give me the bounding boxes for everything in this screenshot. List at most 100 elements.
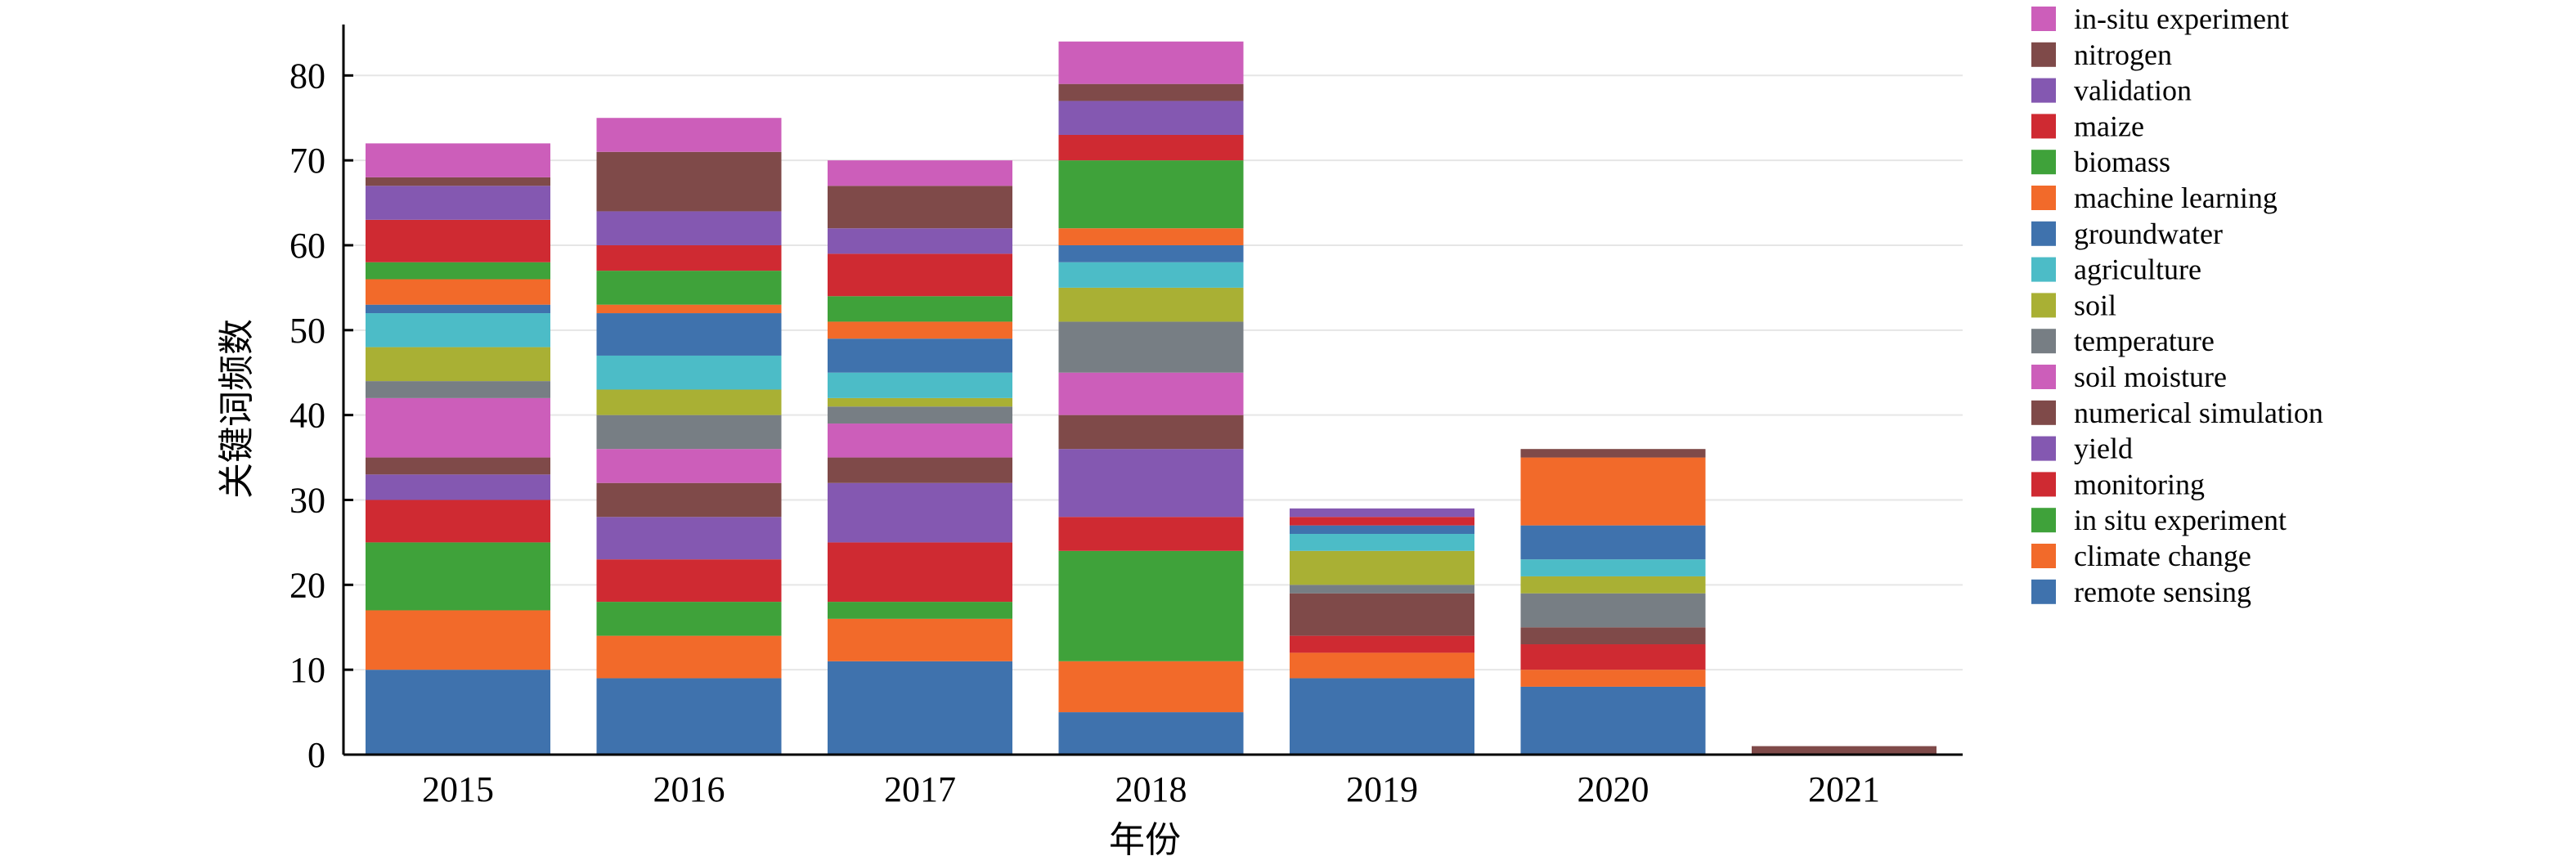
y-tick-labels: 0 10 20 30 40 50 60 70 80 [289,56,353,775]
legend-label: remote sensing [2074,576,2251,608]
legend-label: in-situ experiment [2074,2,2289,35]
legend-swatch [2031,436,2056,461]
bar-segment [366,262,550,280]
bar-segment [828,397,1012,407]
bar-segment [1058,449,1244,518]
legend: in-situ experimentnitrogenvalidationmaiz… [2031,2,2323,608]
y-tick-label: 10 [289,650,325,690]
bar-segment [596,151,782,212]
bar-segment [1290,517,1474,526]
bar-segment [828,338,1012,373]
bar-segment [828,228,1012,254]
legend-swatch [2031,7,2056,31]
legend-label: biomass [2074,146,2170,178]
bar-segment [1520,593,1706,628]
legend-swatch [2031,186,2056,210]
legend-swatch [2031,257,2056,282]
bar-segment [1058,712,1244,755]
y-axis-title: 关键词频数 [216,319,258,499]
legend-label: nitrogen [2074,38,2172,71]
bar-segment [1290,652,1474,679]
bar-segment [596,635,782,679]
bar-segment [366,474,550,500]
bar-segment [828,372,1012,398]
bar-segment [1058,262,1244,288]
legend-swatch [2031,114,2056,139]
legend-label: groundwater [2074,217,2223,250]
bar-segment [596,118,782,152]
y-tick-label: 70 [289,141,325,181]
bar-segment [828,602,1012,619]
bar-segment [366,542,550,611]
y-tick-label: 80 [289,56,325,96]
bar-segment [1290,635,1474,653]
y-tick-label: 20 [289,565,325,605]
legend-label: in situ experiment [2074,504,2287,536]
bar-segment [1520,627,1706,645]
bar-segment [596,602,782,636]
bar-segment [366,670,550,755]
legend-label: yield [2074,432,2133,465]
bar-segment [1058,228,1244,245]
bar-segment [596,304,782,314]
x-tick-labels: 2015 2016 2017 2018 2019 2020 2021 [422,769,1880,809]
bar-segment [1058,83,1244,101]
bar-segment [596,415,782,450]
y-tick-label: 40 [289,396,325,436]
legend-swatch [2031,579,2056,604]
bar-segment [596,313,782,356]
bar-segment [1058,101,1244,135]
bar-segment [1058,517,1244,551]
legend-label: agriculture [2074,253,2201,286]
bar-segment [1520,449,1706,458]
bar-segment [1290,534,1474,551]
bar-segment [828,542,1012,603]
legend-label: climate change [2074,540,2251,572]
bar-segment [596,678,782,755]
bar-segment [828,661,1012,755]
bar-segment [366,610,550,670]
bar-segment [1058,321,1244,373]
legend-swatch [2031,365,2056,389]
bar-segment [366,397,550,458]
bar-segment [366,177,550,186]
y-tick-label: 60 [289,226,325,266]
x-tick-label: 2021 [1808,769,1880,809]
bar-segment [596,211,782,245]
bar-segment [366,500,550,543]
bar-segment [1520,525,1706,560]
legend-swatch [2031,221,2056,246]
bar-segment [1520,457,1706,526]
legend-label: numerical simulation [2074,397,2323,429]
bar-segment [366,279,550,305]
bar-segment [1520,670,1706,687]
legend-swatch [2031,544,2056,568]
bar-segment [828,160,1012,186]
x-tick-label: 2019 [1346,769,1418,809]
bar-segment [366,347,550,382]
bar-segment [828,424,1012,458]
x-axis-title: 年份 [1109,819,1181,861]
bars [366,41,1936,755]
x-tick-label: 2017 [884,769,956,809]
legend-label: validation [2074,74,2192,107]
bar-segment [366,219,550,262]
bar-segment [1520,686,1706,755]
bar-segment [1058,244,1244,262]
bar-segment [1290,585,1474,594]
bar-segment [1058,661,1244,713]
bar-segment [828,482,1012,543]
legend-label: machine learning [2074,182,2278,214]
bar-segment [1058,372,1244,415]
bar-segment [596,449,782,483]
bar-segment [1752,746,1936,755]
bar-segment [596,482,782,518]
bar-segment [828,321,1012,339]
bar-segment [596,517,782,560]
legend-swatch [2031,78,2056,103]
legend-swatch [2031,150,2056,175]
bar-segment [1520,644,1706,670]
bar-segment [1058,160,1244,229]
bar-segment [366,143,550,177]
legend-swatch [2031,472,2056,497]
